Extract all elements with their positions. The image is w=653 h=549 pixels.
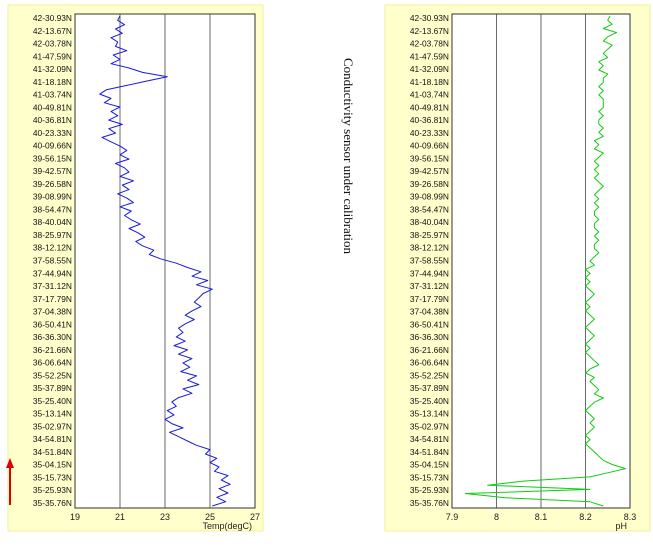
y-tick-label: 37-31.12N bbox=[410, 281, 449, 291]
y-tick-label: 35-15.73N bbox=[410, 472, 449, 482]
y-tick-label: 41-32.09N bbox=[33, 64, 72, 74]
x-tick-label: 27 bbox=[250, 512, 260, 522]
y-tick-label: 34-51.84N bbox=[410, 447, 449, 457]
y-tick-label: 35-52.25N bbox=[33, 370, 72, 380]
y-tick-label: 35-37.89N bbox=[410, 383, 449, 393]
y-tick-label: 35-37.89N bbox=[33, 383, 72, 393]
y-tick-label: 42-13.67N bbox=[410, 26, 449, 36]
y-tick-label: 36-36.30N bbox=[33, 332, 72, 342]
y-tick-label: 35-04.15N bbox=[410, 460, 449, 470]
y-tick-label: 39-26.58N bbox=[410, 179, 449, 189]
y-tick-label: 38-40.04N bbox=[410, 217, 449, 227]
y-tick-label: 34-51.84N bbox=[33, 447, 72, 457]
y-tick-label: 42-30.93N bbox=[33, 13, 72, 23]
y-tick-label: 42-13.67N bbox=[33, 26, 72, 36]
y-tick-label: 38-12.12N bbox=[410, 243, 449, 253]
y-tick-label: 35-35.76N bbox=[33, 498, 72, 508]
y-tick-label: 35-02.97N bbox=[33, 421, 72, 431]
y-tick-label: 36-50.41N bbox=[33, 319, 72, 329]
y-tick-label: 34-54.81N bbox=[33, 434, 72, 444]
y-tick-label: 42-03.78N bbox=[410, 39, 449, 49]
x-tick-label: 8.2 bbox=[579, 512, 592, 522]
y-tick-label: 40-36.81N bbox=[33, 115, 72, 125]
y-tick-label: 36-36.30N bbox=[410, 332, 449, 342]
y-tick-label: 38-40.04N bbox=[33, 217, 72, 227]
y-tick-label: 40-09.66N bbox=[410, 141, 449, 151]
y-tick-label: 40-23.33N bbox=[410, 128, 449, 138]
y-tick-label: 40-49.81N bbox=[410, 102, 449, 112]
y-tick-label: 41-03.74N bbox=[33, 90, 72, 100]
x-tick-label: 8.1 bbox=[535, 512, 548, 522]
y-tick-label: 37-58.55N bbox=[33, 256, 72, 266]
series-line bbox=[464, 15, 626, 507]
y-tick-label: 40-49.81N bbox=[33, 102, 72, 112]
y-tick-label: 41-32.09N bbox=[410, 64, 449, 74]
y-tick-label: 39-56.15N bbox=[410, 153, 449, 163]
y-tick-label: 39-56.15N bbox=[33, 153, 72, 163]
x-tick-label: 19 bbox=[70, 512, 80, 522]
y-tick-label: 41-18.18N bbox=[33, 77, 72, 87]
x-tick-label: 25 bbox=[205, 512, 215, 522]
y-tick-label: 40-23.33N bbox=[33, 128, 72, 138]
y-tick-label: 38-25.97N bbox=[410, 230, 449, 240]
y-tick-label: 37-17.79N bbox=[410, 294, 449, 304]
y-tick-label: 39-26.58N bbox=[33, 179, 72, 189]
y-tick-label: 35-13.14N bbox=[33, 409, 72, 419]
y-tick-label: 41-18.18N bbox=[410, 77, 449, 87]
y-tick-label: 35-15.73N bbox=[33, 472, 72, 482]
arrow-head bbox=[6, 458, 14, 468]
y-tick-label: 37-44.94N bbox=[33, 268, 72, 278]
y-tick-label: 37-31.12N bbox=[33, 281, 72, 291]
x-axis-label: Temp(degC) bbox=[202, 521, 252, 531]
y-tick-label: 35-52.25N bbox=[410, 370, 449, 380]
y-tick-label: 36-21.66N bbox=[410, 345, 449, 355]
y-tick-label: 41-47.59N bbox=[33, 51, 72, 61]
y-tick-label: 39-08.99N bbox=[33, 192, 72, 202]
y-tick-label: 35-04.15N bbox=[33, 460, 72, 470]
annotation-text: Conductivity sensor under calibration bbox=[341, 58, 356, 255]
y-tick-label: 39-08.99N bbox=[410, 192, 449, 202]
y-tick-label: 37-04.38N bbox=[410, 307, 449, 317]
y-tick-label: 37-58.55N bbox=[410, 256, 449, 266]
y-tick-label: 39-42.57N bbox=[410, 166, 449, 176]
y-tick-label: 35-02.97N bbox=[410, 421, 449, 431]
y-tick-label: 35-25.40N bbox=[33, 396, 72, 406]
y-tick-label: 38-54.47N bbox=[410, 204, 449, 214]
y-tick-label: 39-42.57N bbox=[33, 166, 72, 176]
y-tick-label: 35-35.76N bbox=[410, 498, 449, 508]
x-tick-label: 8 bbox=[494, 512, 499, 522]
y-tick-label: 36-50.41N bbox=[410, 319, 449, 329]
y-tick-label: 42-03.78N bbox=[33, 39, 72, 49]
x-tick-label: 7.9 bbox=[446, 512, 459, 522]
x-tick-label: 23 bbox=[160, 512, 170, 522]
y-tick-label: 40-09.66N bbox=[33, 141, 72, 151]
y-tick-label: 37-04.38N bbox=[33, 307, 72, 317]
y-tick-label: 38-54.47N bbox=[33, 204, 72, 214]
y-tick-label: 35-25.93N bbox=[33, 485, 72, 495]
y-tick-label: 37-44.94N bbox=[410, 268, 449, 278]
y-tick-label: 35-13.14N bbox=[410, 409, 449, 419]
y-tick-label: 40-36.81N bbox=[410, 115, 449, 125]
y-tick-label: 41-03.74N bbox=[410, 90, 449, 100]
y-tick-label: 35-25.40N bbox=[410, 396, 449, 406]
y-tick-label: 34-54.81N bbox=[410, 434, 449, 444]
y-tick-label: 36-06.64N bbox=[410, 358, 449, 368]
y-tick-label: 36-21.66N bbox=[33, 345, 72, 355]
y-tick-label: 37-17.79N bbox=[33, 294, 72, 304]
direction-arrow-icon bbox=[6, 458, 14, 505]
y-tick-label: 38-12.12N bbox=[33, 243, 72, 253]
chart-2: 7.9 8 8.1 8.2 8.3pH 42-30.93N 42-13.67N 42-03.7… bbox=[384, 4, 651, 532]
y-tick-label: 38-25.97N bbox=[33, 230, 72, 240]
y-tick-label: 41-47.59N bbox=[410, 51, 449, 61]
x-tick-label: 21 bbox=[115, 512, 125, 522]
y-tick-label: 42-30.93N bbox=[410, 13, 449, 23]
x-tick-label: 8.3 bbox=[624, 512, 637, 522]
y-tick-label: 36-06.64N bbox=[33, 358, 72, 368]
series-line bbox=[99, 15, 231, 507]
x-axis-label: pH bbox=[615, 521, 627, 531]
y-tick-label: 35-25.93N bbox=[410, 485, 449, 495]
